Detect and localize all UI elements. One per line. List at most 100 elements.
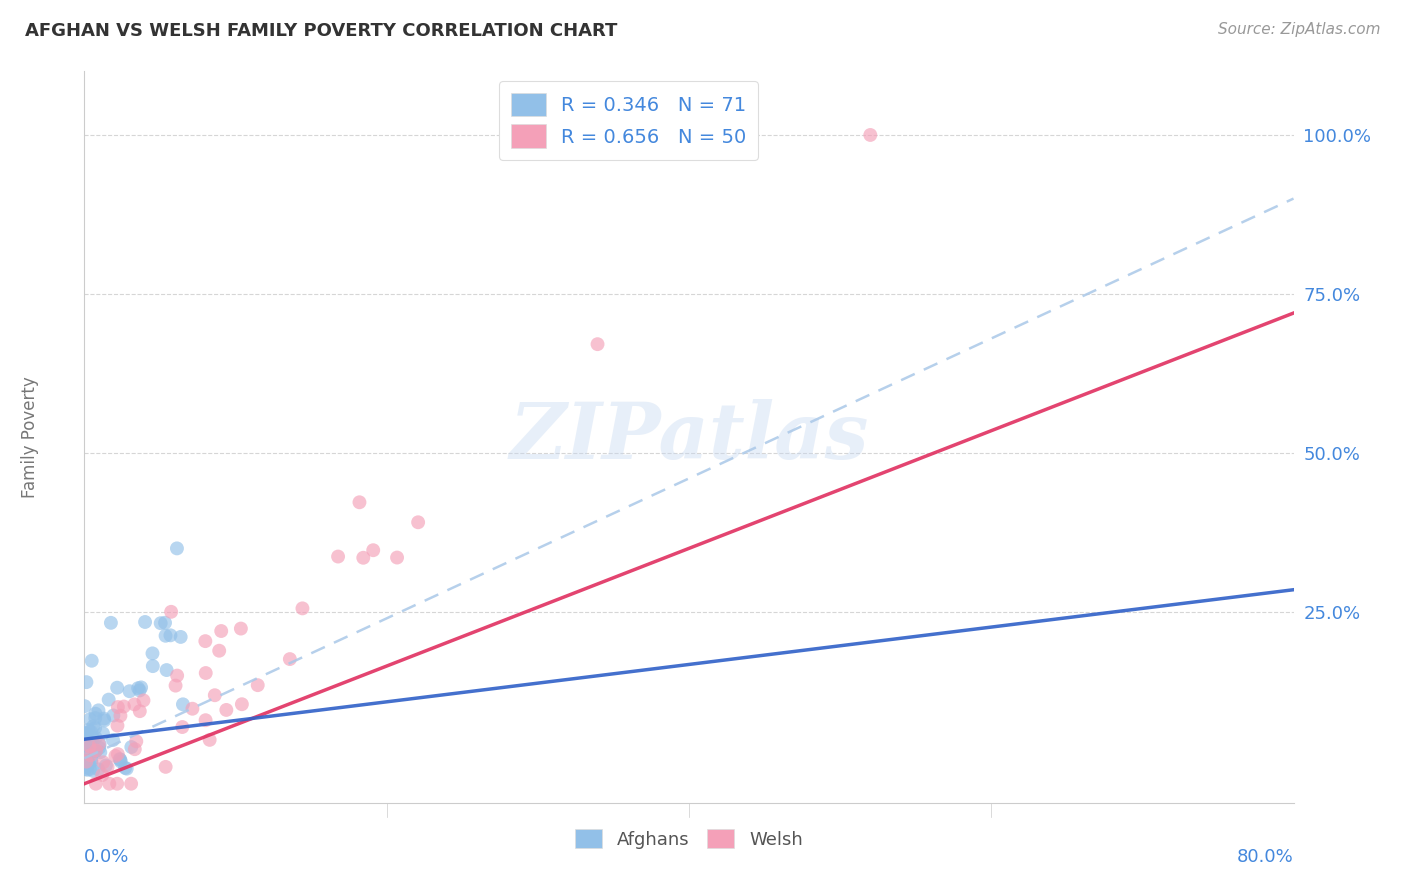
Legend: Afghans, Welsh: Afghans, Welsh [568,822,810,856]
Point [87,703,110,717]
Point [75,754,97,768]
Point [75,755,97,769]
Point [79,712,101,726]
Point [120,777,142,791]
Point [132,693,155,707]
Point [80,748,103,763]
Point [107,747,129,761]
Point [91,726,114,740]
Point [110,708,132,723]
Point [209,624,232,638]
Point [142,659,165,673]
Point [160,605,183,619]
Point [77,747,100,762]
Point [155,760,177,774]
Point [208,644,231,658]
Text: Source: ZipAtlas.com: Source: ZipAtlas.com [1218,22,1381,37]
Point [89,740,111,755]
Point [84,721,107,735]
Point [87,737,110,751]
Point [77,739,100,754]
Point [84,743,107,757]
Point [97,692,120,706]
Point [82,731,104,745]
Point [98,777,121,791]
Point [75,762,97,776]
Point [129,681,152,695]
Point [76,763,98,777]
Point [859,128,882,142]
Point [198,732,221,747]
Point [385,550,408,565]
Point [75,754,97,768]
Point [73,738,96,752]
Point [110,755,132,769]
Point [75,675,97,690]
Point [89,737,111,751]
Point [172,720,194,734]
Point [82,719,104,733]
Point [153,615,176,630]
Point [93,714,115,728]
Point [93,712,115,726]
Point [84,711,107,725]
Point [107,718,129,732]
Point [112,699,135,714]
Text: 0.0%: 0.0% [84,848,129,866]
Point [169,630,191,644]
Point [246,678,269,692]
Point [155,629,177,643]
Point [89,745,111,759]
Point [215,703,238,717]
Point [80,753,103,767]
Text: ZIPatlas: ZIPatlas [509,399,869,475]
Point [84,744,107,758]
Point [79,762,101,776]
Point [166,541,188,556]
Point [75,759,97,773]
Point [278,652,301,666]
Point [73,699,96,714]
Point [80,755,103,769]
Point [105,777,128,791]
Point [80,654,103,668]
Point [128,704,150,718]
Point [115,762,138,776]
Point [104,748,127,763]
Text: Family Poverty: Family Poverty [21,376,39,498]
Point [159,628,181,642]
Point [76,754,98,768]
Point [291,601,314,615]
Point [96,760,118,774]
Point [107,700,129,714]
Point [73,732,96,747]
Point [75,760,97,774]
Point [84,744,107,758]
Point [194,666,217,681]
Point [84,731,107,745]
Point [105,681,128,695]
Point [75,726,97,740]
Point [194,634,217,648]
Point [108,752,131,766]
Point [149,616,172,631]
Point [76,726,98,740]
Point [125,734,148,748]
Point [77,756,100,770]
Point [231,697,253,711]
Point [103,708,125,723]
Point [181,702,204,716]
Point [406,516,429,530]
Point [352,550,374,565]
Point [100,615,122,630]
Point [84,706,107,721]
Point [84,777,107,791]
Point [124,742,146,756]
Point [156,663,179,677]
Point [326,549,349,564]
Point [127,681,149,695]
Point [229,622,252,636]
Text: 80.0%: 80.0% [1237,848,1294,866]
Point [79,724,101,739]
Text: AFGHAN VS WELSH FAMILY POVERTY CORRELATION CHART: AFGHAN VS WELSH FAMILY POVERTY CORRELATI… [25,22,617,40]
